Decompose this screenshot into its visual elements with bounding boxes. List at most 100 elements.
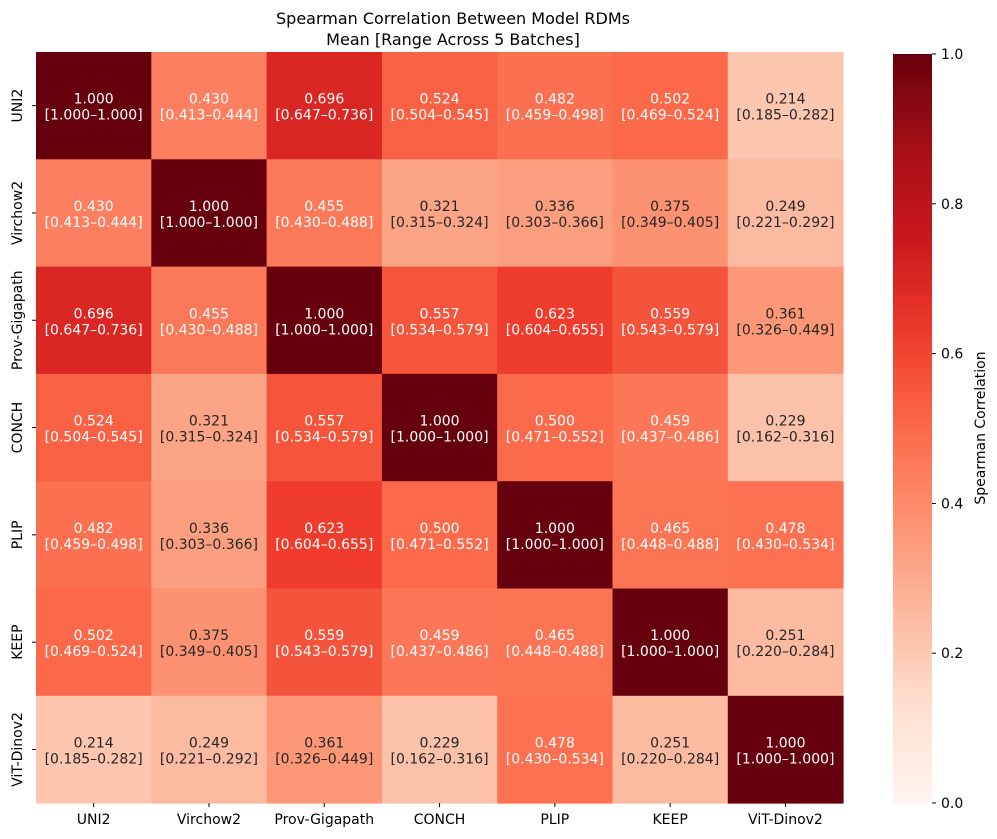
cell-mean-label: 0.557 <box>420 306 460 322</box>
cell-range-label: [0.448–0.488] <box>621 537 719 553</box>
cell-mean-label: 0.229 <box>765 414 805 430</box>
cell-mean-label: 0.249 <box>765 199 805 215</box>
cell-mean-label: 1.000 <box>420 414 460 430</box>
column-label: ViT-Dinov2 <box>748 812 823 828</box>
column-label: KEEP <box>652 812 687 828</box>
heatmap-cell <box>266 695 383 804</box>
cell-range-label: [0.469–0.524] <box>45 644 143 660</box>
cell-range-label: [0.534–0.579] <box>391 322 489 338</box>
heatmap-cell <box>151 266 268 375</box>
cell-range-label: [0.303–0.366] <box>160 537 258 553</box>
cell-mean-label: 0.500 <box>420 521 460 537</box>
cell-range-label: [0.459–0.498] <box>506 108 604 124</box>
cell-mean-label: 0.478 <box>765 521 805 537</box>
cell-range-label: [0.534–0.579] <box>275 430 373 446</box>
heatmap-cell <box>36 159 152 268</box>
cell-mean-label: 0.482 <box>74 521 114 537</box>
cell-range-label: [1.000–1.000] <box>45 108 143 124</box>
cell-mean-label: 0.455 <box>189 306 229 322</box>
cell-mean-label: 1.000 <box>765 735 805 751</box>
row-label: KEEP <box>10 624 26 659</box>
colorbar-tick-label: 0.0 <box>941 796 963 812</box>
cell-mean-label: 0.482 <box>535 92 575 108</box>
heatmap-cell <box>727 481 844 589</box>
column-labels: UNI2 Virchow2 Prov-Gigapath CONCH PLIP KEEP Vi… <box>77 803 823 828</box>
cell-mean-label: 0.455 <box>304 199 344 215</box>
cell-mean-label: 0.336 <box>189 521 229 537</box>
cell-range-label: [0.315–0.324] <box>391 215 489 231</box>
heatmap-cell <box>36 52 152 160</box>
heatmap-cell <box>151 52 268 160</box>
cell-mean-label: 0.251 <box>650 735 690 751</box>
cell-mean-label: 0.430 <box>189 92 229 108</box>
cell-range-label: [0.437–0.486] <box>621 430 719 446</box>
cell-range-label: [0.604–0.655] <box>275 537 373 553</box>
heatmap-cell <box>497 588 613 697</box>
heatmap-cell <box>36 373 152 482</box>
heatmap-cell <box>497 266 613 375</box>
colorbar-tick-label: 1.0 <box>941 47 963 63</box>
cell-range-label: [0.471–0.552] <box>506 430 604 446</box>
cell-range-label: [1.000–1.000] <box>391 430 489 446</box>
cell-range-label: [0.220–0.284] <box>736 644 834 660</box>
cell-mean-label: 1.000 <box>304 306 344 322</box>
colorbar-tick-label: 0.4 <box>941 496 963 512</box>
cell-mean-label: 0.430 <box>74 199 114 215</box>
cell-mean-label: 0.375 <box>189 628 229 644</box>
heatmap-cell <box>266 52 383 160</box>
cell-mean-label: 0.229 <box>420 735 460 751</box>
heatmap-cell <box>381 588 498 697</box>
heatmap-cells: 1.000[1.000–1.000]0.430[0.413–0.444]0.69… <box>36 52 844 804</box>
cell-mean-label: 0.559 <box>304 628 344 644</box>
heatmap-cell <box>266 266 383 375</box>
cell-range-label: [0.185–0.282] <box>45 751 143 767</box>
cell-mean-label: 0.459 <box>420 628 460 644</box>
cell-range-label: [0.543–0.579] <box>275 644 373 660</box>
cell-range-label: [0.448–0.488] <box>506 644 604 660</box>
cell-mean-label: 0.361 <box>765 306 805 322</box>
cell-mean-label: 0.465 <box>535 628 575 644</box>
heatmap-cell <box>266 481 383 589</box>
cell-range-label: [1.000–1.000] <box>160 215 258 231</box>
cell-mean-label: 0.214 <box>765 92 805 108</box>
cell-mean-label: 0.249 <box>189 735 229 751</box>
heatmap-cell <box>266 588 383 697</box>
column-label: Prov-Gigapath <box>274 812 374 828</box>
cell-mean-label: 0.559 <box>650 306 690 322</box>
cell-mean-label: 0.696 <box>304 92 344 108</box>
cell-range-label: [0.543–0.579] <box>621 322 719 338</box>
heatmap-cell <box>612 481 729 589</box>
row-labels: UNI2 Virchow2 Prov-Gigapath CONCH PLIP KEEP Vi… <box>10 89 36 787</box>
cell-range-label: [0.413–0.444] <box>45 215 143 231</box>
heatmap-cell <box>727 52 844 160</box>
heatmap-cell <box>381 266 498 375</box>
chart-subtitle: Mean [Range Across 5 Batches] <box>326 30 580 49</box>
colorbar-label: Spearman Correlation <box>973 351 989 504</box>
heatmap-cell <box>727 266 844 375</box>
colorbar-ticks: 0.0 0.2 0.4 0.6 0.8 1.0 <box>932 47 963 812</box>
cell-range-label: [0.221–0.292] <box>736 215 834 231</box>
cell-mean-label: 0.214 <box>74 735 114 751</box>
heatmap-cell <box>727 159 844 268</box>
cell-range-label: [0.303–0.366] <box>506 215 604 231</box>
cell-range-label: [0.349–0.405] <box>160 644 258 660</box>
cell-range-label: [0.647–0.736] <box>275 108 373 124</box>
cell-mean-label: 0.336 <box>535 199 575 215</box>
cell-range-label: [0.430–0.534] <box>736 537 834 553</box>
heatmap-cell <box>381 52 498 160</box>
cell-range-label: [0.504–0.545] <box>391 108 489 124</box>
colorbar <box>893 54 932 803</box>
chart-title: Spearman Correlation Between Model RDMs <box>276 9 630 28</box>
heatmap-cell <box>612 588 729 697</box>
cell-range-label: [0.162–0.316] <box>391 751 489 767</box>
column-label: UNI2 <box>77 812 111 828</box>
heatmap-cell <box>36 695 152 804</box>
cell-mean-label: 0.478 <box>535 735 575 751</box>
heatmap-cell <box>497 373 613 482</box>
heatmap-cell <box>36 481 152 589</box>
cell-range-label: [0.430–0.488] <box>160 322 258 338</box>
cell-mean-label: 0.524 <box>420 92 460 108</box>
cell-mean-label: 0.459 <box>650 414 690 430</box>
cell-range-label: [0.430–0.488] <box>275 215 373 231</box>
